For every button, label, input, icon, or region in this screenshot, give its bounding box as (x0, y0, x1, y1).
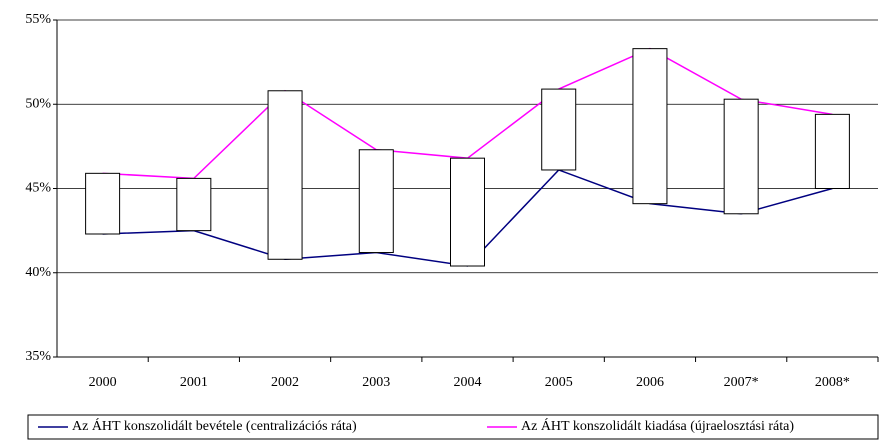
y-tick-label: 45% (25, 181, 51, 196)
range-box (632, 48, 668, 205)
y-tick-label: 50% (25, 96, 51, 111)
x-tick-label: 2006 (636, 375, 664, 390)
x-tick-label: 2002 (271, 375, 299, 390)
range-box (176, 177, 212, 232)
legend-label: Az ÁHT konszolidált kiadása (újraelosztá… (521, 417, 794, 434)
x-tick-label: 2004 (454, 375, 482, 390)
x-tick-label: 2005 (545, 375, 573, 390)
legend-box (27, 414, 879, 440)
range-box (723, 98, 759, 215)
range-box (450, 157, 485, 267)
x-tick-label: 2001 (180, 375, 208, 390)
range-box (814, 113, 850, 189)
y-tick-label: 35% (25, 349, 51, 364)
x-tick-label: 2007* (724, 375, 759, 390)
range-box (267, 90, 303, 260)
range-box (541, 88, 577, 171)
range-box (358, 149, 394, 254)
y-tick-label: 40% (25, 265, 51, 280)
x-tick-label: 2003 (362, 375, 390, 390)
x-tick-label: 2008* (815, 375, 850, 390)
y-tick-label: 55% (25, 12, 51, 27)
range-box (85, 172, 121, 235)
x-tick-label: 2000 (89, 375, 117, 390)
legend-label: Az ÁHT konszolidált bevétele (centralizá… (72, 417, 357, 434)
